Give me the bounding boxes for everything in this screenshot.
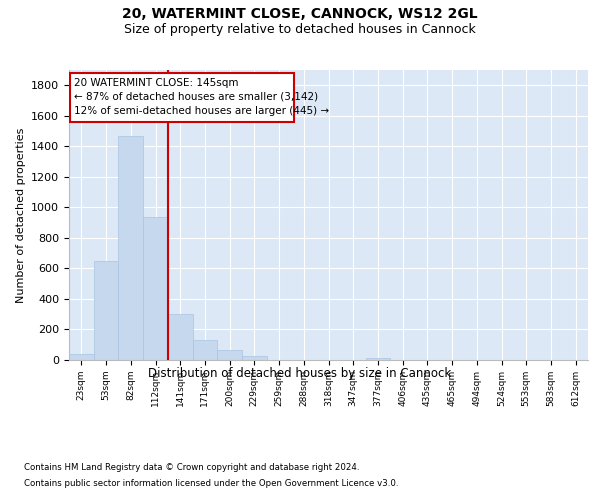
Text: Contains public sector information licensed under the Open Government Licence v3: Contains public sector information licen… <box>24 479 398 488</box>
Text: Distribution of detached houses by size in Cannock: Distribution of detached houses by size … <box>148 368 452 380</box>
Bar <box>94 261 118 360</box>
Bar <box>143 216 168 360</box>
Bar <box>217 350 242 360</box>
Bar <box>365 358 390 360</box>
Bar <box>69 354 94 360</box>
Bar <box>168 314 193 360</box>
Text: ← 87% of detached houses are smaller (3,142): ← 87% of detached houses are smaller (3,… <box>74 92 318 102</box>
Text: 20, WATERMINT CLOSE, CANNOCK, WS12 2GL: 20, WATERMINT CLOSE, CANNOCK, WS12 2GL <box>122 8 478 22</box>
FancyBboxPatch shape <box>70 73 294 122</box>
Text: Size of property relative to detached houses in Cannock: Size of property relative to detached ho… <box>124 22 476 36</box>
Text: 20 WATERMINT CLOSE: 145sqm: 20 WATERMINT CLOSE: 145sqm <box>74 78 238 88</box>
Text: Contains HM Land Registry data © Crown copyright and database right 2024.: Contains HM Land Registry data © Crown c… <box>24 462 359 471</box>
Y-axis label: Number of detached properties: Number of detached properties <box>16 128 26 302</box>
Text: 12% of semi-detached houses are larger (445) →: 12% of semi-detached houses are larger (… <box>74 106 329 116</box>
Bar <box>193 340 217 360</box>
Bar <box>118 136 143 360</box>
Bar <box>242 356 267 360</box>
